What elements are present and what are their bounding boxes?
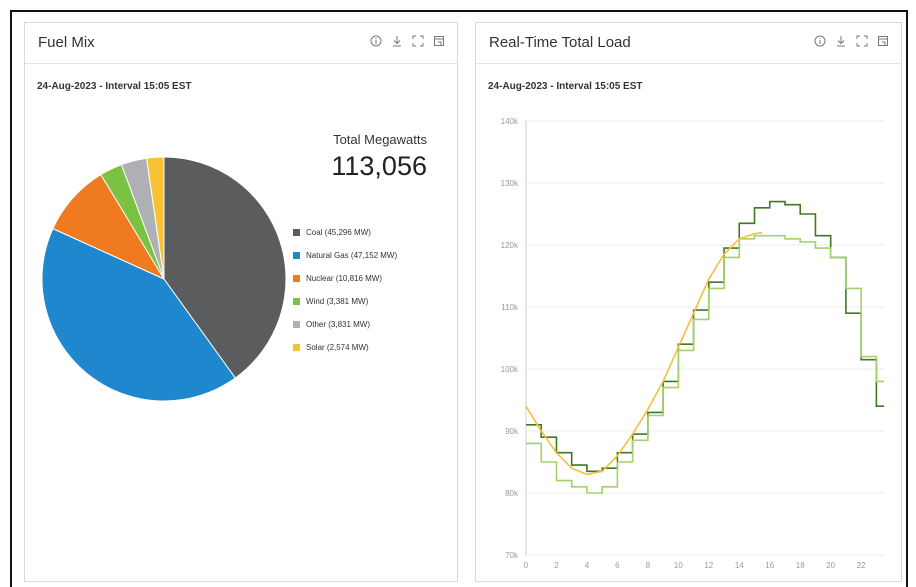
fuel-mix-title: Fuel Mix [38,34,95,51]
total-load-title: Real-Time Total Load [489,34,631,51]
fuel-mix-legend: Coal (45,296 MW) Natural Gas (47,152 MW)… [293,221,397,359]
legend-item-natural-gas[interactable]: Natural Gas (47,152 MW) [293,244,397,267]
legend-swatch [293,275,300,282]
y-tick-label: 140k [501,117,519,126]
info-icon[interactable] [370,35,382,47]
popout-icon[interactable] [877,35,889,47]
fuel-mix-toolbar [370,35,445,47]
y-tick-label: 100k [501,365,519,374]
total-load-toolbar [814,35,889,47]
pie-slice-coal[interactable] [163,156,287,379]
x-tick-label: 4 [585,561,590,570]
x-tick-label: 22 [857,561,866,570]
total-load-subtitle: 24-Aug-2023 - Interval 15:05 EST [488,81,643,92]
fullscreen-icon[interactable] [856,35,868,47]
pie-slice-solar[interactable] [146,156,165,280]
legend-item-coal[interactable]: Coal (45,296 MW) [293,221,397,244]
x-tick-label: 2 [554,561,559,570]
total-megawatts-label: Total Megawatts [333,132,427,147]
x-tick-label: 6 [615,561,620,570]
x-tick-label: 18 [796,561,805,570]
y-tick-label: 70k [505,551,519,560]
fuel-mix-subtitle: 24-Aug-2023 - Interval 15:05 EST [37,81,192,92]
fuel-mix-pie-chart [41,156,287,402]
legend-label: Nuclear (10,816 MW) [306,274,383,283]
total-load-header: Real-Time Total Load [476,23,901,64]
x-tick-label: 0 [524,561,529,570]
legend-item-solar[interactable]: Solar (2,574 MW) [293,336,397,359]
y-tick-label: 130k [501,179,519,188]
legend-item-nuclear[interactable]: Nuclear (10,816 MW) [293,267,397,290]
y-tick-label: 90k [505,427,519,436]
x-tick-label: 16 [765,561,774,570]
y-tick-label: 110k [501,303,519,312]
download-icon[interactable] [391,35,403,47]
load-series-2[interactable] [526,234,884,494]
legend-swatch [293,252,300,259]
pie-slice-natural-gas[interactable] [41,227,236,402]
load-series-3[interactable] [525,231,763,476]
total-load-line-chart: 140k 130k 120k 110k 100k 90k 80k 70k 0 2 4 6 8 10 12 14… [501,117,884,570]
popout-icon[interactable] [433,35,445,47]
legend-item-other[interactable]: Other (3,831 MW) [293,313,397,336]
x-tick-label: 8 [646,561,651,570]
download-icon[interactable] [835,35,847,47]
info-icon[interactable] [814,35,826,47]
legend-item-wind[interactable]: Wind (3,381 MW) [293,290,397,313]
legend-label: Solar (2,574 MW) [306,343,369,352]
screenshot-frame [10,10,908,587]
fuel-mix-panel: Fuel Mix 24-Aug-2023 - Interval 15:05 ES… [24,22,458,582]
legend-label: Natural Gas (47,152 MW) [306,251,398,260]
legend-swatch [293,229,300,236]
y-tick-label: 80k [505,489,519,498]
legend-label: Other (3,831 MW) [306,320,371,329]
legend-label: Coal (45,296 MW) [306,228,371,237]
total-megawatts-value: 113,056 [331,151,427,181]
legend-swatch [293,321,300,328]
fullscreen-icon[interactable] [412,35,424,47]
x-tick-label: 10 [674,561,683,570]
legend-label: Wind (3,381 MW) [306,297,369,306]
x-tick-label: 14 [735,561,744,570]
total-load-panel: Real-Time Total Load 24-Aug-2023 - Inter… [475,22,902,582]
x-tick-label: 12 [704,561,713,570]
y-tick-label: 120k [501,241,519,250]
legend-swatch [293,298,300,305]
legend-swatch [293,344,300,351]
x-tick-label: 20 [826,561,835,570]
fuel-mix-header: Fuel Mix [25,23,457,64]
